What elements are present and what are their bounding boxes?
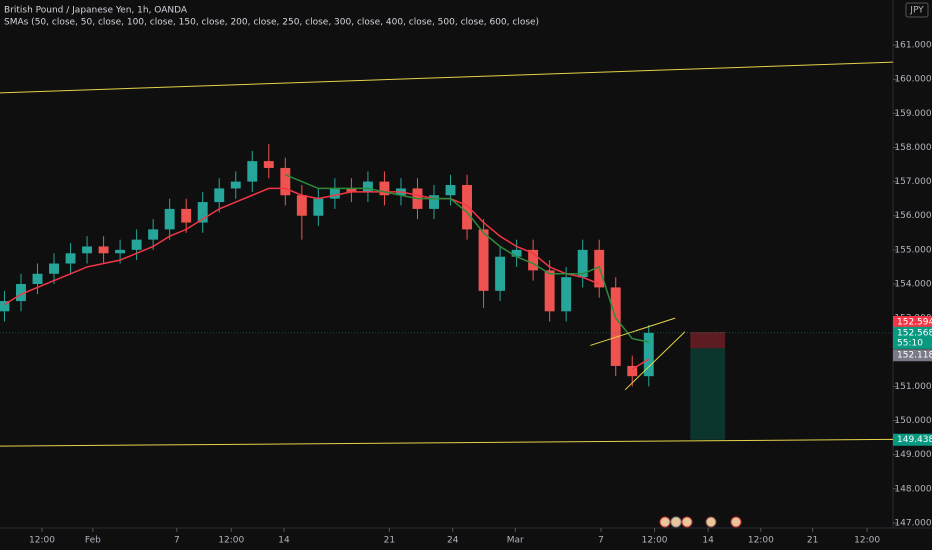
candle-body: [181, 208, 192, 223]
y-tick-label: 150.000: [894, 416, 931, 426]
sma-line: [285, 174, 649, 343]
candle-body: [247, 161, 258, 182]
x-tick-label: 12:00: [29, 536, 55, 546]
countdown: 55:10: [897, 338, 923, 348]
price-label-box: [893, 433, 932, 446]
candle-body: [429, 195, 439, 209]
candle-body: [115, 249, 126, 254]
candle-body: [445, 185, 456, 196]
price-label: 152.568: [897, 328, 932, 338]
x-tick-label: 7: [174, 536, 180, 546]
x-tick-label: 7: [598, 536, 604, 546]
candle-body: [32, 273, 43, 285]
price-label: 149.438: [897, 435, 932, 445]
x-tick-label: 12:00: [854, 536, 880, 546]
candle-body: [478, 229, 489, 291]
candle-body: [362, 181, 373, 192]
target-zone: [690, 348, 726, 440]
y-tick-label: 159.000: [894, 109, 931, 119]
event-icon[interactable]: [659, 516, 671, 528]
candle-body: [329, 188, 340, 199]
candle-body: [577, 249, 588, 278]
sma-line: [4, 187, 650, 370]
candle-body: [346, 188, 357, 192]
event-icon[interactable]: [705, 516, 717, 528]
candle-body: [49, 263, 59, 274]
y-tick-label: 154.000: [894, 280, 931, 290]
y-tick-label: 147.000: [894, 518, 931, 528]
event-icon[interactable]: [730, 516, 742, 528]
y-tick-label: 156.000: [894, 211, 931, 221]
candle-body: [131, 239, 142, 250]
candle-body: [495, 256, 506, 291]
candle-body: [561, 277, 572, 312]
price-label-box: [893, 326, 932, 349]
candle-body: [643, 332, 654, 377]
indicator-label: SMAs (50, close, 50, close, 100, close, …: [4, 18, 539, 28]
y-tick-label: 157.000: [894, 177, 931, 187]
candle-body: [230, 181, 241, 189]
trendline: [624, 331, 686, 391]
candle-body: [65, 253, 76, 264]
candle-body: [197, 202, 208, 223]
y-tick-label: 148.000: [894, 484, 931, 494]
candle-body: [627, 365, 638, 377]
candle-body: [610, 287, 621, 366]
x-tick-label: 14: [278, 536, 290, 546]
candle-body: [544, 270, 555, 312]
x-tick-label: 14: [702, 536, 714, 546]
currency: JPY: [909, 6, 924, 16]
x-tick-label: 12:00: [748, 536, 774, 546]
event-icon[interactable]: [670, 516, 682, 528]
trendline: [590, 317, 676, 346]
y-tick-label: 158.000: [894, 143, 931, 153]
candle-body: [98, 246, 109, 254]
candle-body: [82, 246, 93, 254]
candle-body: [148, 229, 159, 240]
candle-body: [16, 284, 26, 302]
y-tick-label: 161.000: [894, 41, 931, 51]
price-label-box: [893, 349, 932, 362]
stop-zone: [690, 331, 726, 349]
event-icons: [659, 516, 742, 528]
plot: [0, 61, 894, 447]
candle-body: [214, 188, 225, 203]
price-label: 152.594: [897, 317, 932, 327]
x-tick-label: 21: [807, 536, 818, 546]
y-tick-label: 149.000: [894, 450, 931, 460]
x-tick-label: 12:00: [642, 536, 668, 546]
candle-body: [528, 249, 539, 271]
trendline: [0, 438, 894, 447]
x-tick-label: 24: [447, 536, 459, 546]
candle-body: [296, 195, 307, 216]
candle-body: [0, 301, 10, 312]
price-label: 152.118: [897, 351, 932, 361]
price-label-box: [893, 315, 932, 328]
x-tick-label: 12:00: [218, 536, 244, 546]
x-tick-label: Mar: [507, 536, 524, 546]
x-tick-label: Feb: [85, 536, 101, 546]
y-tick-label: 151.000: [894, 382, 931, 392]
candle-body: [379, 181, 390, 196]
x-tick-label: 21: [384, 536, 395, 546]
candle-body: [462, 185, 472, 230]
y-tick-label: 160.000: [894, 75, 931, 85]
y-tick-label: 155.000: [894, 245, 931, 255]
currency-box[interactable]: [905, 2, 929, 18]
event-icon[interactable]: [681, 516, 693, 528]
candle-body: [313, 198, 324, 216]
chart-title: British Pound / Japanese Yen, 1h, OANDA: [4, 6, 188, 16]
candle-body: [263, 161, 274, 168]
candle-body: [511, 249, 522, 257]
candle-body: [280, 167, 291, 196]
trendline: [0, 61, 894, 94]
candle-body: [164, 208, 175, 230]
